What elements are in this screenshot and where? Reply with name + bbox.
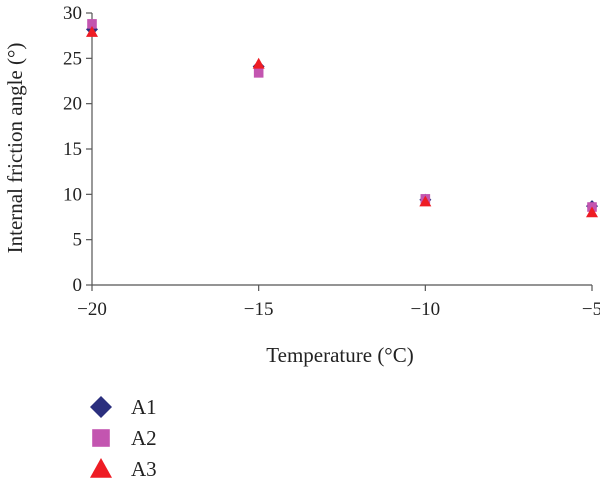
y-tick-label: 20 [63,94,82,115]
y-tick-label: 0 [73,275,83,296]
legend-marker-a3 [90,458,112,478]
y-tick-label: 5 [73,230,83,251]
y-tick-label: 15 [63,139,82,160]
data-point-a2 [87,19,97,29]
data-point-a3 [252,57,265,69]
x-axis-title: Temperature (°C) [266,343,413,367]
x-tick-label: −10 [410,299,440,320]
legend-label-a1: A1 [131,395,157,419]
legend-label-a3: A3 [131,457,157,481]
x-tick-label: −20 [77,299,107,320]
legend-marker-a1 [90,396,112,418]
legend-label-a2: A2 [131,426,157,450]
y-axis-title: Internal friction angle (°) [3,43,27,254]
x-tick-label: −5 [582,299,600,320]
x-tick-label: −15 [244,299,274,320]
y-tick-label: 30 [63,3,82,24]
y-tick-label: 10 [63,184,82,205]
data-points [86,19,598,218]
data-point-a3 [586,206,598,218]
y-tick-label: 25 [63,48,82,69]
axes: 0 5 10 15 20 25 30 −20 −15 −10 −5 [63,3,600,320]
legend-marker-a2 [92,429,110,447]
data-point-a3 [419,195,432,207]
data-point-a2 [253,68,264,78]
data-point-a3 [86,26,98,37]
legend: A1 A2 A3 [90,395,157,481]
